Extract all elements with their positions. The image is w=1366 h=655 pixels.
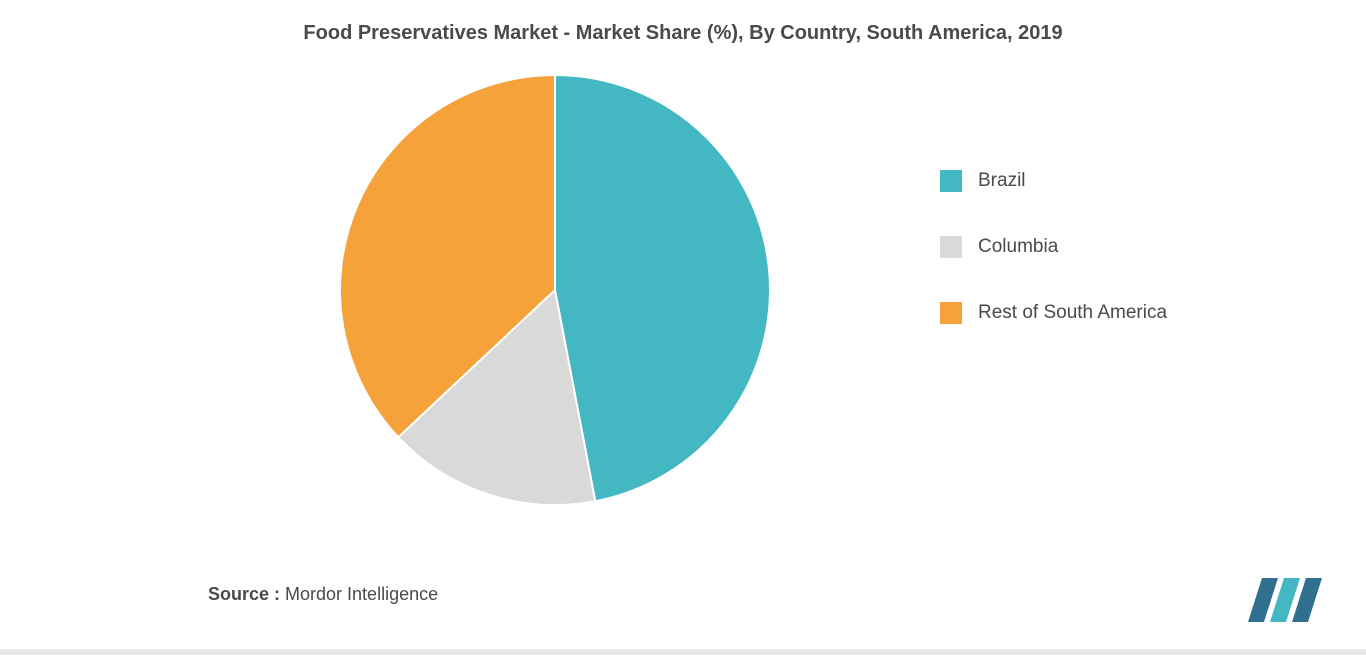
- chart-title: Food Preservatives Market - Market Share…: [0, 22, 1366, 45]
- pie-slice: [555, 75, 770, 501]
- source-text: Mordor Intelligence: [280, 584, 438, 604]
- mordor-logo-svg: [1248, 578, 1326, 622]
- pie-svg: [340, 75, 770, 505]
- pie-chart: [340, 75, 770, 505]
- legend-swatch: [940, 236, 962, 258]
- legend-item: Brazil: [940, 170, 1167, 192]
- legend-swatch: [940, 302, 962, 324]
- chart-container: Food Preservatives Market - Market Share…: [0, 0, 1366, 655]
- bottom-accent-bar: [0, 649, 1366, 655]
- legend: Brazil Columbia Rest of South America: [940, 170, 1167, 324]
- legend-item: Rest of South America: [940, 302, 1167, 324]
- mordor-logo: [1248, 578, 1326, 627]
- legend-swatch: [940, 170, 962, 192]
- legend-label: Columbia: [978, 236, 1058, 258]
- legend-item: Columbia: [940, 236, 1167, 258]
- legend-label: Brazil: [978, 170, 1026, 192]
- legend-label: Rest of South America: [978, 302, 1167, 324]
- source-label: Source :: [208, 584, 280, 604]
- source-line: Source : Mordor Intelligence: [208, 584, 438, 605]
